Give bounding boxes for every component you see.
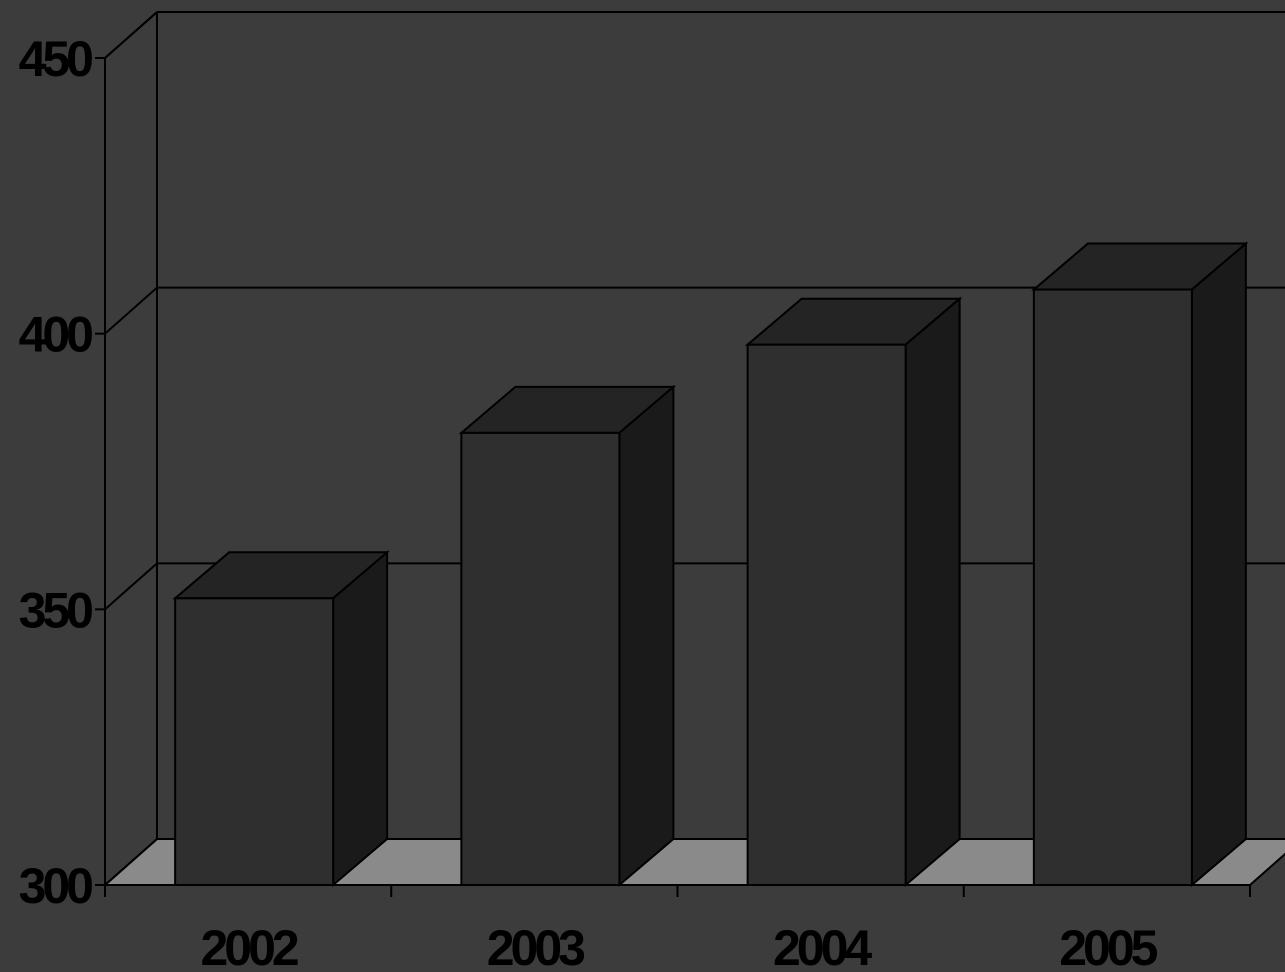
gridline-diagonal bbox=[104, 286, 158, 335]
bar bbox=[174, 597, 335, 886]
bar bbox=[746, 343, 907, 886]
tick-labels: 300 350 400 450 2002 2003 2004 2005 bbox=[19, 31, 1162, 972]
bar-2005 bbox=[1031, 241, 1249, 888]
bar bbox=[460, 431, 621, 886]
bars bbox=[172, 241, 1249, 888]
bar-2003 bbox=[458, 384, 677, 888]
bar-side bbox=[904, 296, 961, 888]
gridline-diagonal bbox=[104, 11, 158, 59]
bar-2004 bbox=[744, 296, 963, 888]
bar bbox=[1032, 288, 1193, 886]
y-tick-label: 300 bbox=[19, 858, 93, 914]
x-tick-label: 2005 bbox=[1059, 920, 1157, 972]
bar-side bbox=[618, 384, 675, 888]
chart-back-wall bbox=[104, 11, 158, 839]
x-tick-label: 2002 bbox=[201, 920, 298, 972]
gridline-diagonal bbox=[104, 838, 158, 886]
gridline-diagonal bbox=[104, 562, 158, 611]
bar-side bbox=[1190, 241, 1247, 888]
bar-2002 bbox=[172, 550, 390, 888]
y-tick-label: 450 bbox=[19, 31, 93, 87]
x-tick-label: 2004 bbox=[773, 920, 872, 972]
bar-side bbox=[332, 550, 389, 888]
y-tick-label: 400 bbox=[19, 307, 93, 363]
y-tick-label: 350 bbox=[19, 582, 93, 638]
x-tick-label: 2003 bbox=[487, 920, 584, 972]
